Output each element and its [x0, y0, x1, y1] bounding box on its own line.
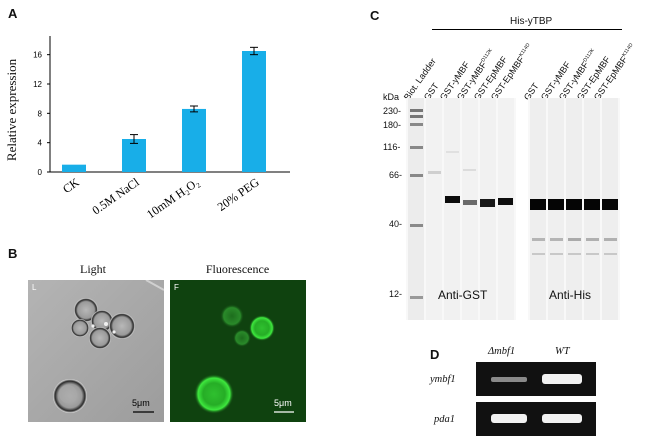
x-tick-label: 0.5M NaCl [89, 175, 142, 218]
y-tick-label: 8 [38, 109, 43, 118]
light-title: Light [80, 262, 106, 276]
kda-12: 12- [389, 289, 403, 299]
panel-letter-b: B [8, 246, 18, 261]
bar [62, 164, 86, 172]
kda-230: 230- [383, 106, 402, 116]
western-blot-anti-his [528, 98, 620, 320]
his-ytbp-header: His-yTBP [510, 16, 553, 27]
western-blot-anti-gst [406, 98, 516, 320]
x-tick-label: CK [60, 175, 82, 196]
x-tick-label: 20% PEG [215, 175, 262, 214]
kda-66: 66- [389, 170, 403, 180]
panel-letter-d: D [430, 347, 440, 362]
y-tick-label: 16 [33, 51, 42, 60]
column-label-mbf1-deletion: Δmbf1 [488, 346, 516, 357]
chart-x-ticks: CK 0.5M NaCl 10mM H₂O₂ 20% PEG [60, 175, 262, 222]
header-bracket-line [432, 29, 622, 30]
fluorescence-micrograph-cells [170, 280, 306, 422]
bar [242, 51, 266, 172]
fluorescence-micrograph: F 5μm [170, 280, 306, 422]
kda-180: 180- [383, 120, 402, 130]
y-tick-label: 0 [38, 168, 43, 177]
column-label-wt: WT [555, 346, 570, 357]
fluorescence-corner-label: F [174, 283, 179, 292]
anti-his-label: Anti-His [549, 288, 592, 302]
fluorescence-scale-label: 5μm [274, 398, 292, 408]
chart-y-ticks: 0 4 8 12 16 [33, 51, 50, 177]
light-corner-label: L [32, 283, 37, 292]
kda-116: 116- [383, 142, 401, 152]
gel-ymbf1 [476, 362, 596, 396]
bar [122, 139, 146, 172]
light-micrograph: L 5μm [28, 280, 164, 422]
gel-pda1 [476, 402, 596, 436]
bar-chart: 0 4 8 12 16 CK 0.5M NaCl 10mM H₂O₂ 20% PEG [33, 36, 290, 222]
panel-letter-c: C [370, 8, 380, 23]
light-scale-label: 5μm [132, 398, 150, 408]
y-tick-label: 12 [33, 80, 42, 89]
chart-bars [62, 46, 266, 172]
anti-gst-label: Anti-GST [438, 288, 488, 302]
panel-letter-a: A [8, 6, 18, 21]
row-label-pda1: pda1 [434, 414, 455, 425]
fluorescence-title: Fluorescence [205, 262, 270, 276]
light-micrograph-cells [28, 280, 164, 422]
bar [182, 108, 206, 172]
row-label-ymbf1: ymbf1 [430, 374, 456, 385]
y-tick-label: 4 [38, 139, 43, 148]
x-tick-label: 10mM H₂O₂ [144, 175, 202, 221]
kda-unit: kDa [383, 92, 400, 102]
kda-40: 40- [389, 219, 403, 229]
